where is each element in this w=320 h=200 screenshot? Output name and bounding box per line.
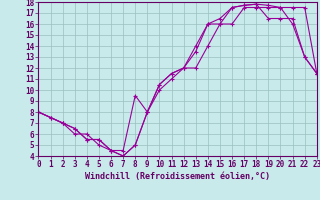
X-axis label: Windchill (Refroidissement éolien,°C): Windchill (Refroidissement éolien,°C): [85, 172, 270, 181]
